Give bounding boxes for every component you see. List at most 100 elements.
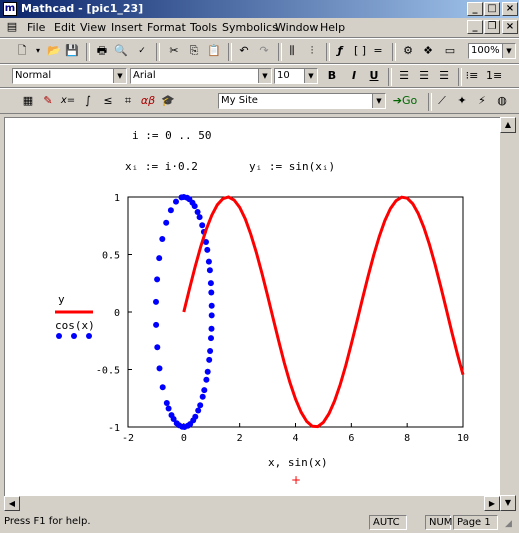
document-icon[interactable]: ▤ — [6, 20, 18, 33]
zoom-select[interactable]: 100% ▼ — [468, 43, 516, 59]
boolean-icon[interactable]: ≤ — [103, 94, 113, 107]
menu-insert[interactable]: Insert — [111, 21, 143, 34]
cos-point — [207, 280, 214, 287]
chevron-down-icon[interactable]: ▼ — [113, 69, 126, 83]
resize-grip-icon[interactable]: ◢ — [505, 519, 512, 529]
chevron-down-icon[interactable]: ▼ — [258, 69, 271, 83]
vertical-scrollbar[interactable]: ▲ ▼ — [500, 117, 516, 511]
calculus-icon[interactable]: ∫ — [85, 94, 91, 107]
window-icon[interactable]: ▭ — [444, 44, 456, 57]
print-preview-icon[interactable]: 🔍 — [114, 44, 128, 57]
redo-icon[interactable]: ↷ — [259, 44, 269, 57]
calculate-icon[interactable]: = — [373, 44, 383, 57]
style-select[interactable]: Normal ▼ — [12, 68, 127, 84]
scroll-left-button[interactable]: ◀ — [4, 496, 20, 511]
copy-icon[interactable]: ⎘ — [189, 44, 199, 57]
scroll-up-button[interactable]: ▲ — [500, 117, 516, 133]
chevron-down-icon[interactable]: ▼ — [502, 44, 515, 58]
bullets-icon[interactable]: ⁝≡ — [465, 69, 479, 82]
cut-icon[interactable]: ✂ — [169, 44, 179, 57]
menu-format[interactable]: Format — [147, 21, 186, 34]
x-axis-label: x, sin(x) — [268, 456, 328, 469]
cos-point — [178, 194, 185, 201]
insert-unit-icon[interactable]: [ ] — [353, 44, 367, 57]
cos-point — [159, 236, 166, 242]
save-icon[interactable]: 💾 — [65, 44, 79, 57]
menu-tools[interactable]: Tools — [190, 21, 218, 34]
cos-point — [176, 422, 182, 429]
menu-view[interactable]: View — [80, 21, 107, 34]
font-select[interactable]: Arial ▼ — [130, 68, 272, 84]
print-icon[interactable]: 🖶 — [96, 44, 108, 57]
standard-toolbar: 🗋 ▾ 📂 💾 🖶 🔍 ✓ ✂ ⎘ 📋 ↶ ↷ ⫼ ⫶ ƒ [ ] = ⚙ ❖ … — [0, 38, 519, 64]
menu-edit[interactable]: Edit — [54, 21, 76, 34]
xy-plot[interactable]: 1 0.5 0 -0.5 -1 -2 0 2 4 6 8 10 y cos(x) x, sin(x)… — [5, 118, 501, 497]
plot-frame — [127, 196, 464, 428]
site-select[interactable]: My Site ▼ — [218, 93, 386, 109]
bold-button[interactable]: B — [327, 69, 337, 82]
calculator-icon[interactable]: ▦ — [22, 94, 34, 107]
align-down-icon[interactable]: ⫶ — [310, 44, 314, 57]
y-tick-labels: 1 0.5 0 -0.5 -1 — [96, 193, 120, 434]
italic-button[interactable]: I — [351, 69, 357, 82]
resource-center-icon[interactable]: ❖ — [423, 44, 433, 57]
go-button[interactable]: ➔Go — [392, 93, 418, 109]
maximize-button[interactable]: □ — [484, 2, 500, 16]
cos-point — [167, 207, 174, 214]
menu-symbolics[interactable]: Symbolics — [222, 21, 278, 34]
insert-function-icon[interactable]: ƒ — [337, 44, 343, 57]
undo-icon[interactable]: ↶ — [239, 44, 249, 57]
align-across-icon[interactable]: ⫼ — [289, 44, 295, 57]
trace-icon[interactable]: ✦ — [457, 94, 467, 107]
spell-check-icon[interactable]: ✓ — [138, 46, 146, 56]
cos-point — [153, 321, 160, 328]
programming-icon[interactable]: ⌗ — [124, 94, 132, 107]
worksheet[interactable]: i := 0 .. 50 xᵢ := i·0.2 yᵢ := sin(xᵢ) 1… — [4, 117, 502, 498]
chevron-down-icon[interactable]: ▼ — [372, 94, 385, 108]
cos-point — [208, 302, 215, 309]
polar-plot-icon[interactable]: ◍ — [497, 94, 507, 107]
y-definition[interactable]: yᵢ := sin(xᵢ) — [249, 160, 336, 173]
paste-icon[interactable]: 📋 — [207, 44, 221, 57]
graph-icon[interactable]: ✎ — [43, 94, 53, 107]
menu-window[interactable]: Window — [275, 21, 319, 34]
cos-point — [199, 393, 206, 400]
menu-help[interactable]: Help — [320, 21, 346, 34]
site-value: My Site — [221, 95, 258, 106]
mathcad-icon[interactable]: m — [3, 2, 17, 16]
symbolic-icon[interactable]: 🎓 — [161, 94, 175, 107]
xy-plot-icon[interactable]: ⟋ — [438, 94, 446, 107]
doc-minimize-button[interactable]: _ — [467, 20, 483, 34]
new-dropdown-icon[interactable]: ▾ — [35, 46, 40, 55]
menu-file[interactable]: File — [27, 21, 46, 34]
zoom-plot-icon[interactable]: ⚡ — [478, 94, 486, 107]
cos-point — [204, 368, 211, 375]
cos-point — [181, 424, 188, 430]
doc-close-button[interactable]: × — [502, 20, 518, 34]
evaluation-icon[interactable]: x= — [60, 95, 76, 106]
doc-restore-button[interactable]: ❐ — [484, 20, 500, 34]
minimize-button[interactable]: _ — [467, 2, 483, 16]
new-icon[interactable]: 🗋 — [17, 44, 27, 57]
underline-button[interactable]: U — [369, 69, 379, 82]
size-select[interactable]: 10 ▼ — [274, 68, 318, 84]
x-definition[interactable]: xᵢ := i·0.2 — [125, 160, 198, 173]
size-value: 10 — [277, 70, 290, 81]
range-definition[interactable]: i := 0 .. 50 — [132, 129, 212, 142]
scroll-down-button[interactable]: ▼ — [500, 495, 516, 511]
chevron-down-icon[interactable]: ▼ — [304, 69, 317, 83]
font-value: Arial — [133, 70, 156, 81]
cos-point — [156, 255, 163, 262]
align-left-icon[interactable]: ☰ — [399, 69, 409, 82]
greek-icon[interactable]: αβ — [140, 94, 156, 107]
scroll-right-button[interactable]: ▶ — [484, 496, 500, 511]
numbering-icon[interactable]: 1≡ — [486, 69, 503, 82]
align-center-icon[interactable]: ☰ — [419, 69, 429, 82]
cos-point — [196, 214, 203, 221]
horizontal-scrollbar[interactable]: ◀ ▶ — [4, 496, 500, 511]
align-right-icon[interactable]: ☰ — [439, 69, 449, 82]
component-icon[interactable]: ⚙ — [403, 44, 413, 57]
close-button[interactable]: × — [502, 2, 518, 16]
open-icon[interactable]: 📂 — [47, 44, 61, 57]
title-bar: m Mathcad - [pic1_23] _ □ × — [0, 0, 519, 18]
